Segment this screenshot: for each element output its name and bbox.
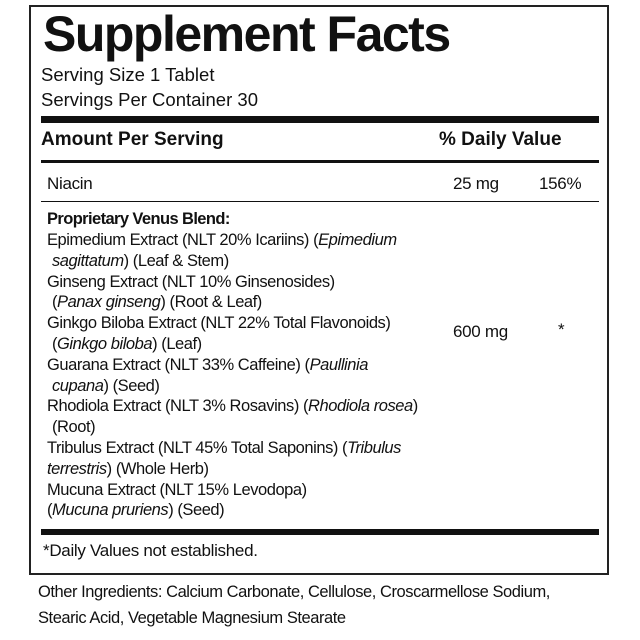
ingredient-text: ( xyxy=(52,334,58,353)
ingredient-text: Mucuna Extract (NLT 15% Levodopa) xyxy=(47,480,307,499)
ingredient-line: (Panax ginseng) (Root & Leaf) xyxy=(47,292,418,313)
blend-ingredients: Epimedium Extract (NLT 20% Icariins) (Ep… xyxy=(47,230,418,521)
thin-divider xyxy=(41,201,599,202)
amount-per-serving-header: Amount Per Serving xyxy=(41,129,224,150)
ingredient-text: ( xyxy=(47,501,53,520)
supplement-facts-panel: Supplement Facts Serving Size 1 Tablet S… xyxy=(29,5,609,575)
thick-divider-bottom xyxy=(41,529,599,535)
ingredient-text: ) (Whole Herb) xyxy=(106,459,209,478)
ingredient-text: Ginkgo Biloba Extract (NLT 22% Total Fla… xyxy=(47,314,391,333)
botanical-name: Panax ginseng xyxy=(57,293,161,312)
ingredient-text: ) (Leaf) xyxy=(152,334,202,353)
ingredient-text: (Root) xyxy=(52,418,96,437)
ingredient-line: Ginkgo Biloba Extract (NLT 22% Total Fla… xyxy=(47,313,418,334)
ingredient-line: Rhodiola Extract (NLT 3% Rosavins) (Rhod… xyxy=(47,396,418,417)
niacin-dv: 156% xyxy=(539,174,582,193)
botanical-name: Mucuna pruriens xyxy=(52,501,169,520)
blend-dv: * xyxy=(558,320,565,339)
thick-divider xyxy=(41,116,599,123)
ingredient-line: Tribulus Extract (NLT 45% Total Saponins… xyxy=(47,438,418,459)
botanical-name: Rhodiola rosea xyxy=(308,397,413,416)
ingredient-text: ) (Seed) xyxy=(168,501,225,520)
ingredient-text: Guarana Extract (NLT 33% Caffeine) ( xyxy=(47,355,310,374)
ingredient-line: (Root) xyxy=(47,417,418,438)
medium-divider xyxy=(41,160,599,163)
ingredient-text: ( xyxy=(52,293,58,312)
blend-amount: 600 mg xyxy=(453,322,508,341)
footnote: *Daily Values not established. xyxy=(43,541,258,560)
ingredient-line: cupana) (Seed) xyxy=(47,376,418,397)
ingredient-text: Epimedium Extract (NLT 20% Icariins) ( xyxy=(47,231,319,249)
niacin-amount: 25 mg xyxy=(453,174,499,193)
ingredient-line: Ginseng Extract (NLT 10% Ginsenosides) xyxy=(47,272,418,293)
ingredient-line: sagittatum) (Leaf & Stem) xyxy=(47,251,418,272)
ingredient-text: Rhodiola Extract (NLT 3% Rosavins) ( xyxy=(47,397,309,416)
ingredient-text: ) (Root & Leaf) xyxy=(160,293,262,312)
ingredient-line: (Mucuna pruriens) (Seed) xyxy=(47,500,418,521)
botanical-name: Epimedium xyxy=(318,231,397,249)
ingredient-line: terrestris) (Whole Herb) xyxy=(47,459,418,480)
niacin-name: Niacin xyxy=(47,174,93,193)
ingredient-line: Mucuna Extract (NLT 15% Levodopa) xyxy=(47,480,418,501)
ingredient-text: Ginseng Extract (NLT 10% Ginsenosides) xyxy=(47,272,335,291)
ingredient-line: Epimedium Extract (NLT 20% Icariins) (Ep… xyxy=(47,230,418,251)
serving-size: Serving Size 1 Tablet xyxy=(41,64,215,85)
botanical-name: Tribulus xyxy=(347,438,401,457)
botanical-name: Paullinia xyxy=(309,355,369,374)
botanical-name: terrestris xyxy=(47,459,107,478)
blend-name: Proprietary Venus Blend: xyxy=(47,210,230,228)
panel-title: Supplement Facts xyxy=(43,6,451,62)
botanical-name: cupana xyxy=(52,376,104,395)
ingredient-text: ) (Leaf & Stem) xyxy=(123,251,230,270)
ingredient-text: ) (Seed) xyxy=(103,376,160,395)
other-ingredients-line2: Stearic Acid, Vegetable Magnesium Steara… xyxy=(38,609,346,627)
botanical-name: Ginkgo biloba xyxy=(57,334,153,353)
ingredient-line: (Ginkgo biloba) (Leaf) xyxy=(47,334,418,355)
ingredient-text: Tribulus Extract (NLT 45% Total Saponins… xyxy=(47,438,348,457)
botanical-name: sagittatum xyxy=(52,251,124,270)
servings-per-container: Servings Per Container 30 xyxy=(41,89,258,110)
other-ingredients-line1: Other Ingredients: Calcium Carbonate, Ce… xyxy=(38,583,550,601)
ingredient-line: Guarana Extract (NLT 33% Caffeine) (Paul… xyxy=(47,355,418,376)
ingredient-text: ) xyxy=(412,397,419,416)
daily-value-header: % Daily Value xyxy=(439,129,562,150)
